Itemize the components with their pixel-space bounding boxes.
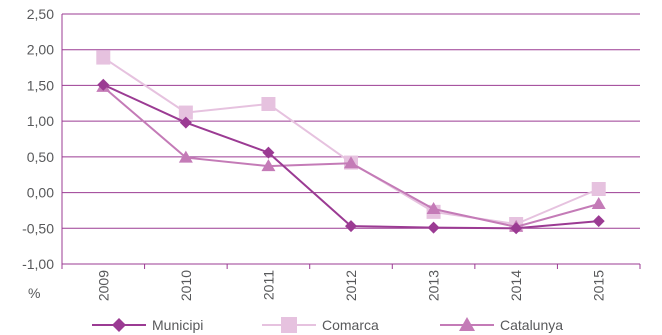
y-tick-label: 1,50 bbox=[27, 77, 54, 93]
data-point bbox=[345, 220, 357, 233]
y-tick-label: 0,50 bbox=[27, 149, 54, 165]
x-axis-ticks: 2009 2010 2011 2012 2013 2014 2015 bbox=[95, 270, 606, 301]
y-tick-label: -0,50 bbox=[22, 220, 54, 236]
data-point bbox=[510, 222, 523, 235]
legend-item-municipi: Municipi bbox=[92, 317, 203, 333]
data-point bbox=[262, 146, 275, 159]
data-point bbox=[96, 50, 111, 65]
legend-label: Municipi bbox=[152, 317, 203, 333]
y-tick-label: 1,00 bbox=[27, 113, 54, 129]
data-point bbox=[179, 116, 192, 129]
x-tick-label: 2015 bbox=[591, 270, 607, 301]
y-tick-label: -1,00 bbox=[22, 256, 54, 272]
data-point bbox=[261, 97, 276, 111]
data-point bbox=[178, 105, 193, 120]
data-point bbox=[591, 182, 606, 196]
x-tick-label: 2014 bbox=[508, 270, 524, 301]
y-tick-label: 0,00 bbox=[27, 185, 54, 201]
x-tick-label: 2011 bbox=[260, 270, 276, 300]
legend-label: Comarca bbox=[322, 317, 379, 333]
data-point bbox=[459, 317, 475, 331]
data-point bbox=[281, 317, 297, 333]
x-tick-label: 2013 bbox=[426, 270, 442, 301]
x-tick-label: 2012 bbox=[343, 270, 359, 301]
legend: Municipi Comarca Catalunya bbox=[92, 317, 563, 333]
series-group bbox=[96, 50, 606, 235]
y-axis-ticks: 2,50 2,00 1,50 1,00 0,50 0,00 -0,50 -1,00 bbox=[22, 6, 54, 272]
legend-item-catalunya: Catalunya bbox=[440, 317, 563, 333]
series-line bbox=[102, 56, 600, 226]
data-point bbox=[344, 156, 358, 169]
data-point bbox=[427, 221, 440, 234]
x-tick-label: 2010 bbox=[178, 270, 194, 301]
x-tick-label: 2009 bbox=[95, 270, 111, 301]
series-comarca bbox=[96, 50, 606, 231]
legend-label: Catalunya bbox=[500, 317, 563, 333]
data-point bbox=[426, 202, 441, 214]
data-point bbox=[592, 215, 605, 228]
data-point bbox=[178, 150, 193, 163]
data-point bbox=[261, 159, 276, 172]
legend-item-comarca: Comarca bbox=[262, 317, 379, 333]
data-point bbox=[97, 78, 110, 91]
y-axis-label: % bbox=[28, 285, 40, 301]
data-point bbox=[591, 197, 606, 209]
y-tick-label: 2,00 bbox=[27, 42, 54, 58]
y-tick-label: 2,50 bbox=[27, 6, 54, 22]
data-point bbox=[112, 318, 126, 332]
series-municipi bbox=[97, 78, 605, 235]
